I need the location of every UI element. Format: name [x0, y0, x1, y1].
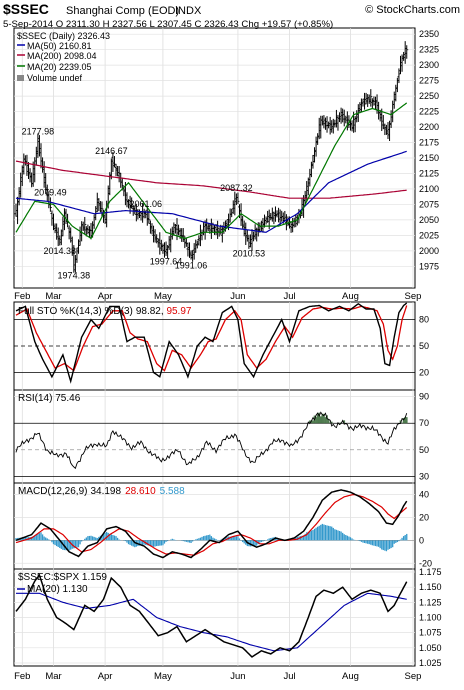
- grid-lines: [14, 28, 415, 666]
- axis-labels: 1975200020252050207521002125215021752200…: [14, 29, 441, 682]
- relative-tick-label: 1.125: [419, 597, 442, 607]
- price-annotation: 1997.64: [150, 256, 183, 266]
- month-label: Mar: [45, 291, 61, 302]
- price-annotation: 2014.38: [43, 246, 76, 256]
- price-legend: $SSEC (Daily) 2326.43 MA(50) 2160.81 MA(…: [17, 31, 110, 83]
- price-tick-label: 2150: [419, 153, 439, 163]
- month-label: Mar: [45, 671, 61, 682]
- relative-tick-label: 1.175: [419, 567, 442, 577]
- legend-ma200: MA(200) 2098.04: [27, 51, 97, 61]
- relative-tick-label: 1.050: [419, 643, 442, 653]
- month-label: Jul: [283, 671, 295, 682]
- price-tick-label: 2125: [419, 168, 439, 178]
- price-annotation: 1991.06: [175, 260, 208, 270]
- sto-tick-label: 50: [419, 341, 429, 351]
- month-label: Sep: [405, 291, 422, 302]
- month-label: May: [154, 291, 172, 302]
- rsi-tick-label: 90: [419, 392, 429, 402]
- macd-legend: MACD(12,26,9) 34.198 28.610 5.588: [18, 486, 185, 497]
- chart-marks: [14, 41, 409, 658]
- relative-ratio-line: [15, 573, 408, 658]
- price-tick-label: 2325: [419, 45, 439, 55]
- month-label: Aug: [342, 671, 359, 682]
- price-annotation: 2061.06: [129, 199, 162, 209]
- legend-volume: Volume undef: [27, 73, 83, 83]
- month-label: Feb: [14, 671, 30, 682]
- price-tick-label: 2200: [419, 122, 439, 132]
- macd-line: [15, 489, 408, 559]
- price-tick-label: 2050: [419, 215, 439, 225]
- month-label: Feb: [14, 291, 30, 302]
- month-label: Apr: [98, 671, 113, 682]
- relative-legend-label: $SSEC:$SPX 1.159: [18, 572, 107, 583]
- price-tick-label: 2100: [419, 184, 439, 194]
- rsi-legend-label: RSI(14) 75.46: [18, 393, 81, 404]
- symbol-title: $SSEC: [3, 1, 49, 17]
- legend-ma50: MA(50) 2160.81: [27, 41, 92, 51]
- rsi-tick-label: 30: [419, 471, 429, 481]
- legend-ma20: MA(20) 2239.05: [27, 62, 92, 72]
- month-label: Jun: [230, 671, 245, 682]
- price-annotation: 2079.49: [34, 188, 67, 198]
- price-tick-label: 2300: [419, 60, 439, 70]
- macd-tick-label: 20: [419, 512, 429, 522]
- ma20-line: [15, 102, 408, 240]
- month-label: Sep: [405, 671, 422, 682]
- relative-tick-label: 1.075: [419, 628, 442, 638]
- price-annotation: 2010.53: [233, 248, 266, 258]
- sto-legend: Full STO %K(14,3) %D(3) 98.82, 95.97: [18, 306, 192, 317]
- legend-swatch-volume: [17, 75, 24, 81]
- quote-line: 5-Sep-2014 O 2311.30 H 2327.56 L 2307.45…: [3, 19, 333, 30]
- month-label: Apr: [98, 291, 113, 302]
- relative-legend-ma: MA(20) 1.130: [27, 584, 88, 595]
- rsi-line: [15, 411, 408, 470]
- price-tick-label: 2025: [419, 230, 439, 240]
- ma50-line: [15, 150, 407, 233]
- month-label: May: [154, 671, 172, 682]
- company-name: Shanghai Comp (EOD): [66, 5, 179, 17]
- macd-tick-label: 0: [419, 535, 424, 545]
- price-annotation: 2146.67: [95, 146, 128, 156]
- month-label: Jun: [230, 291, 245, 302]
- macd-signal-line: [15, 493, 408, 556]
- sto-tick-label: 80: [419, 315, 429, 325]
- price-tick-label: 2250: [419, 91, 439, 101]
- sto-tick-label: 20: [419, 367, 429, 377]
- price-tick-label: 2000: [419, 246, 439, 256]
- rsi-tick-label: 50: [419, 445, 429, 455]
- month-label: Jul: [283, 291, 295, 302]
- price-tick-label: 2350: [419, 29, 439, 39]
- price-tick-label: 2275: [419, 76, 439, 86]
- relative-legend: $SSEC:$SPX 1.159 MA(20) 1.130: [17, 572, 107, 595]
- ma200-line: [15, 160, 407, 199]
- exchange-label: INDX: [175, 5, 202, 17]
- price-tick-label: 1975: [419, 261, 439, 271]
- rsi-tick-label: 70: [419, 418, 429, 428]
- price-tick-label: 2225: [419, 107, 439, 117]
- price-annotation: 1974.38: [58, 271, 91, 281]
- relative-tick-label: 1.100: [419, 613, 442, 623]
- brand-label: © StockCharts.com: [365, 4, 460, 16]
- macd-legend-label: MACD(12,26,9) 34.198 28.610 5.588: [18, 486, 185, 497]
- legend-price: $SSEC (Daily) 2326.43: [17, 31, 110, 41]
- relative-tick-label: 1.150: [419, 582, 442, 592]
- price-annotation: 2087.32: [220, 183, 253, 193]
- relative-tick-label: 1.025: [419, 658, 442, 668]
- price-tick-label: 2075: [419, 199, 439, 209]
- sto-legend-label: Full STO %K(14,3) %D(3) 98.82, 95.97: [18, 306, 192, 317]
- macd-tick-label: 40: [419, 489, 429, 499]
- macd-tick-label: -20: [419, 558, 432, 568]
- price-annotation: 2177.98: [22, 127, 55, 137]
- month-label: Aug: [342, 291, 359, 302]
- price-tick-label: 2175: [419, 138, 439, 148]
- sto-k-line: [15, 302, 408, 384]
